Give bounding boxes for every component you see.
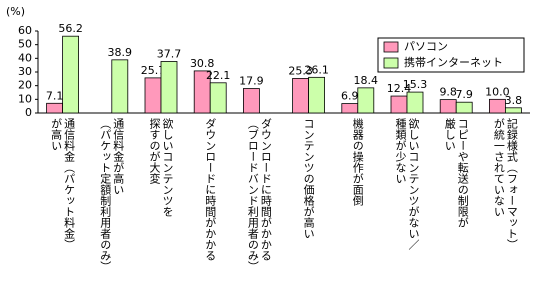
bar: [504, 107, 522, 114]
x-tick-label: ダウンロードに時間がかかる: [203, 118, 217, 261]
y-axis-label: (%): [6, 5, 25, 18]
bar: [390, 95, 408, 114]
x-tick-label: コンテンツの価格が高い: [302, 118, 316, 239]
y-tick-label: 30: [18, 65, 32, 78]
value-label: 3.8: [505, 94, 523, 107]
value-label: 9.8: [439, 86, 457, 99]
x-tick-label: 欲しいコンテンツを 探すのが大変: [148, 118, 174, 217]
legend-box: [377, 37, 525, 73]
value-label: 30.8: [190, 57, 215, 70]
bar: [455, 101, 473, 114]
bar: [488, 98, 506, 114]
bar: [160, 61, 178, 114]
x-tick-label: 通信料金（パケット料金） が高い: [49, 118, 76, 250]
y-tick-label: 0: [25, 106, 32, 119]
bar: [242, 88, 260, 114]
value-label: 22.1: [206, 69, 231, 82]
value-label: 25.3: [288, 64, 313, 77]
value-label: 37.7: [157, 47, 182, 60]
bar: [341, 103, 359, 114]
x-tick-label: ダウンロードに時間がかかる （ブロードバンド利用者のみ）: [246, 118, 273, 272]
legend-label: 携帯インターネット: [404, 55, 503, 69]
y-tick-label: 40: [18, 51, 32, 64]
value-label: 56.2: [58, 22, 83, 35]
y-tick-label: 20: [18, 79, 32, 92]
x-tick-label: コピーや転送の制限が 厳しい: [443, 118, 470, 228]
legend-label: パソコン: [404, 40, 448, 53]
x-tick-label: 通信料金が高い （パケット定額制利用者のみ）: [98, 118, 125, 272]
bar: [144, 77, 162, 114]
value-label: 7.1: [46, 89, 64, 102]
bar: [439, 99, 457, 114]
value-label: 25.7: [141, 64, 166, 77]
bar: [209, 82, 227, 114]
value-label: 38.9: [108, 46, 133, 59]
value-label: 26.1: [304, 63, 329, 76]
bar: [62, 35, 79, 114]
legend-swatch: [383, 57, 399, 69]
legend-swatch: [383, 41, 399, 53]
bar: [111, 59, 129, 114]
y-tick-label: 60: [18, 24, 32, 37]
y-tick-label: 50: [18, 38, 32, 51]
bar: [308, 76, 326, 114]
x-tick-label: 機器の操作が面倒: [351, 118, 365, 206]
x-tick-label: 欲しいコンテンツがない／ 種類が少ない: [394, 118, 420, 250]
y-tick-label: 10: [18, 92, 32, 105]
value-label: 7.9: [455, 88, 473, 101]
bar: [406, 91, 424, 114]
value-label: 18.4: [354, 74, 379, 87]
bar: [292, 78, 310, 114]
value-label: 12.4: [387, 82, 412, 95]
value-label: 17.9: [239, 75, 264, 88]
value-label: 6.9: [341, 90, 359, 103]
x-tick-label: 記録様式（フォーマット） が統一されていない: [492, 118, 519, 250]
value-label: 15.3: [403, 78, 428, 91]
bar: [46, 102, 63, 114]
value-label: 10.0: [485, 85, 510, 98]
bar: [357, 87, 375, 114]
